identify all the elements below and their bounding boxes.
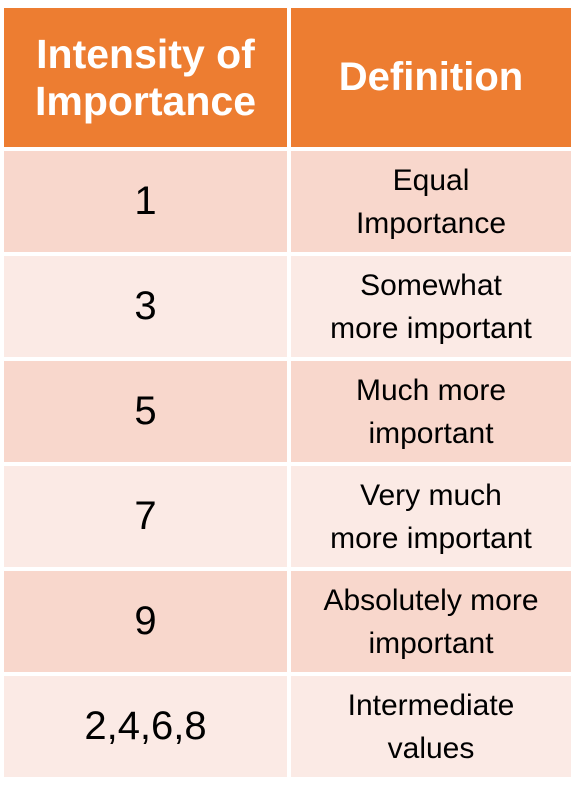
intensity-value: 5 <box>0 357 291 466</box>
definition-line: Absolutely more <box>323 583 539 617</box>
definition-cell: Intermediate values <box>287 672 573 781</box>
intensity-value: 7 <box>0 462 291 571</box>
definition-line: Intermediate <box>347 688 515 722</box>
definition-line: more important <box>330 521 532 555</box>
definition-line: Somewhat <box>360 268 502 302</box>
definition-cell: Much more important <box>287 357 573 466</box>
intensity-value: 2,4,6,8 <box>0 672 291 781</box>
intensity-value: 1 <box>0 147 291 256</box>
definition-line: Importance <box>355 206 507 240</box>
definition-line: important <box>368 626 494 660</box>
header-intensity-of-importance: Intensity of Importance <box>0 4 291 151</box>
definition-line: important <box>368 416 494 450</box>
table-row: 2,4,6,8 Intermediate values <box>0 672 573 781</box>
definition-line: values <box>387 731 475 765</box>
table-row: 9 Absolutely more important <box>0 567 573 676</box>
definition-line: more important <box>330 311 532 345</box>
definition-line: Very much <box>360 478 502 512</box>
intensity-scale-table: Intensity of Importance Definition 1 Equ… <box>0 4 573 781</box>
table-row: 7 Very much more important <box>0 462 573 571</box>
definition-cell: Very much more important <box>287 462 573 571</box>
definition-line: Much more <box>355 373 507 407</box>
definition-cell: Equal Importance <box>287 147 573 256</box>
definition-line: Equal <box>392 163 470 197</box>
table-row: 1 Equal Importance <box>0 147 573 256</box>
table-header-row: Intensity of Importance Definition <box>0 4 573 151</box>
intensity-value: 9 <box>0 567 291 676</box>
table-row: 5 Much more important <box>0 357 573 466</box>
definition-cell: Somewhat more important <box>287 252 573 361</box>
definition-cell: Absolutely more important <box>287 567 573 676</box>
header-definition: Definition <box>287 4 573 151</box>
table-row: 3 Somewhat more important <box>0 252 573 361</box>
intensity-value: 3 <box>0 252 291 361</box>
